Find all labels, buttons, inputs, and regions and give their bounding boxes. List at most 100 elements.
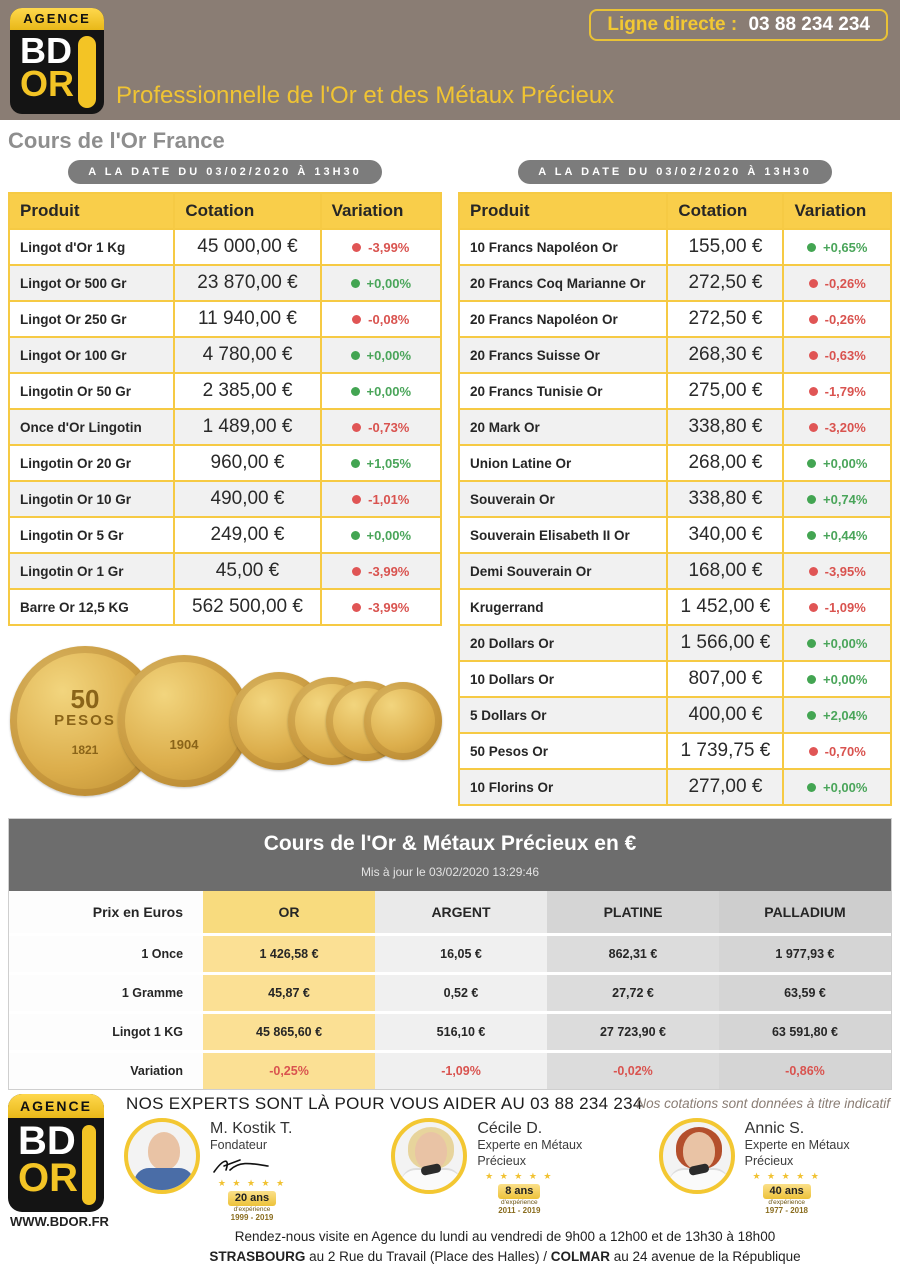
table-row: 50 Pesos Or 1 739,75 € -0,70% [460,732,890,768]
experience-badge: ★ ★ ★ ★ ★ 20 ans d'expérience 1999 - 201… [210,1178,294,1222]
product-name: 50 Pesos Or [470,743,549,759]
product-name: Lingotin Or 5 Gr [20,527,124,543]
product-price: 45,00 € [173,554,319,588]
table-header-row: Produit Cotation Variation [10,194,440,228]
metals-column-header: ARGENT [375,891,547,933]
product-name: 20 Francs Napoléon Or [470,311,618,327]
metals-value: -1,09% [375,1050,547,1089]
expert-role: Experte en Métaux Précieux [477,1138,583,1168]
column-header-variation: Variation [319,194,440,228]
table-row: Demi Souverain Or 168,00 € -3,95% [460,552,890,588]
product-price: 1 452,00 € [666,590,782,624]
table-row: 10 Francs Napoléon Or 155,00 € +0,65% [460,228,890,264]
quotes-disclaimer: Nos cotations sont données à titre indic… [636,1096,890,1111]
footer: AGENCE BD OR WWW.BDOR.FR NOS EXPERTS SON… [0,1090,900,1264]
product-variation: -0,26% [782,302,890,336]
variation-value: +0,65% [823,239,868,255]
product-variation: +0,00% [782,626,890,660]
product-name: Lingotin Or 10 Gr [20,491,132,507]
down-dot-icon [352,242,362,252]
product-name: Lingotin Or 20 Gr [20,455,132,471]
logo-door-icon [78,36,96,108]
badge-years: 8 ans [498,1184,541,1200]
down-dot-icon [808,314,818,324]
product-name: Barre Or 12,5 KG [20,599,129,615]
date-badge-right: A LA DATE DU 03/02/2020 À 13H30 [518,160,832,184]
metals-row-label: Variation [9,1050,204,1089]
product-price: 275,00 € [666,374,782,408]
bdor-logo[interactable]: AGENCE BD OR [10,8,104,114]
coin-napoleon-icon [364,682,442,760]
table-row: Lingot Or 100 Gr 4 780,00 € +0,00% [10,336,440,372]
variation-value: -0,26% [824,275,866,291]
metals-value: 27 723,90 € [547,1011,719,1050]
variation-value: -3,99% [368,239,410,255]
variation-value: -0,70% [824,743,866,759]
down-dot-icon [808,386,818,396]
product-variation: -3,20% [782,410,890,444]
variation-value: -3,95% [824,563,866,579]
table-row: Souverain Elisabeth II Or 340,00 € +0,44% [460,516,890,552]
table-row: Barre Or 12,5 KG 562 500,00 € -3,99% [10,588,440,624]
variation-value: +0,00% [366,347,411,363]
visit-addresses: STRASBOURG au 2 Rue du Travail (Place de… [118,1247,892,1267]
metals-corner-label: Prix en Euros [9,891,204,933]
table-row: 5 Dollars Or 400,00 € +2,04% [460,696,890,732]
product-name: 20 Dollars Or [470,635,555,651]
table-row: 20 Francs Tunisie Or 275,00 € -1,79% [460,372,890,408]
expert-card-annic: Annic S. Experte en Métaux Précieux ★ ★ … [658,1118,892,1222]
metals-value: -0,25% [203,1050,376,1089]
product-variation: -1,01% [319,482,440,516]
website-link[interactable]: WWW.BDOR.FR [10,1214,109,1229]
product-variation: +0,00% [782,446,890,480]
metals-value: 516,10 € [375,1011,547,1050]
logo-agence-band: AGENCE [10,8,104,30]
metals-value: 0,52 € [375,972,547,1011]
product-variation: +2,04% [782,698,890,732]
expert-name: Cécile D. [477,1120,543,1137]
product-price: 11 940,00 € [173,302,319,336]
table-row: Lingotin Or 20 Gr 960,00 € +1,05% [10,444,440,480]
coin-unit-text: PESOS [54,711,116,729]
coin-year-text: 1821 [71,742,99,757]
page-title: Cours de l'Or France [8,128,225,153]
phone-label: Ligne directe : [607,14,738,35]
up-dot-icon [807,494,816,504]
expert-name: Annic S. [744,1120,805,1137]
variation-value: +1,05% [366,455,411,471]
variation-value: -0,26% [824,311,866,327]
product-name: 5 Dollars Or [470,707,547,723]
logo-letters-bd: BD [20,30,72,71]
product-price: 23 870,00 € [173,266,319,300]
product-variation: -0,73% [319,410,440,444]
product-name: Union Latine Or [470,455,572,471]
table-row: Krugerrand 1 452,00 € -1,09% [460,588,890,624]
down-dot-icon [352,422,362,432]
table-header-row: Produit Cotation Variation [460,194,890,228]
metals-value: 63,59 € [718,972,891,1011]
table-row: 20 Mark Or 338,80 € -3,20% [460,408,890,444]
table-row: 20 Francs Suisse Or 268,30 € -0,63% [460,336,890,372]
expert-photo [658,1118,735,1194]
up-dot-icon [350,530,360,540]
table-row: Lingot Or 250 Gr 11 940,00 € -0,08% [10,300,440,336]
metals-value: 1 426,58 € [203,933,376,972]
product-variation: -0,08% [319,302,440,336]
column-header-price: Cotation [666,194,782,228]
table-row: Union Latine Or 268,00 € +0,00% [460,444,890,480]
bdor-logo-footer[interactable]: AGENCE BD OR [8,1094,104,1212]
product-name: Lingotin Or 1 Gr [20,563,124,579]
down-dot-icon [808,278,818,288]
product-variation: -3,99% [319,554,440,588]
product-price: 4 780,00 € [173,338,319,372]
variation-value: -3,99% [368,563,410,579]
metals-value: 63 591,80 € [718,1011,891,1050]
variation-value: +0,00% [366,383,411,399]
product-variation: -3,99% [319,590,440,624]
variation-value: +0,74% [823,491,868,507]
down-dot-icon [352,566,362,576]
metals-row-label: 1 Once [9,933,204,972]
variation-value: -0,73% [368,419,410,435]
variation-value: +0,00% [823,779,868,795]
column-header-variation: Variation [782,194,890,228]
